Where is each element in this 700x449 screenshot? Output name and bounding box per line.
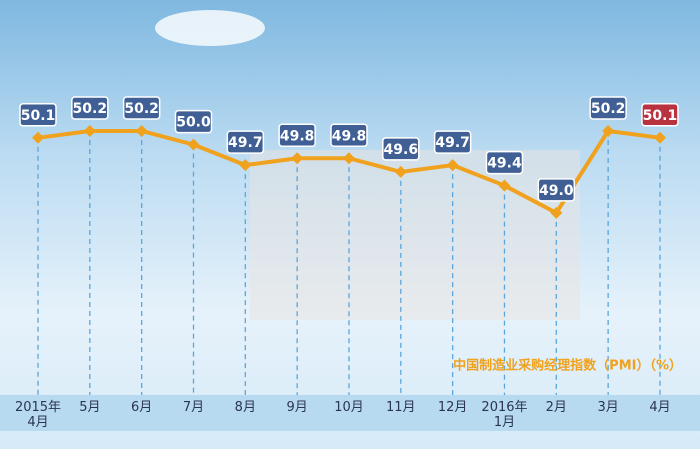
point <box>550 206 563 219</box>
value-label: 49.8 <box>332 128 367 144</box>
value-label-box <box>485 150 524 175</box>
point <box>135 124 148 137</box>
point <box>394 165 407 178</box>
point <box>446 159 459 172</box>
point <box>653 131 666 144</box>
point <box>239 159 252 172</box>
value-label: 50.2 <box>124 101 159 117</box>
x-tick-label: 5月 <box>79 400 101 415</box>
point <box>602 124 615 137</box>
x-tick-label: 4月 <box>649 400 671 415</box>
value-label-box <box>174 109 213 134</box>
point <box>187 138 200 151</box>
x-tick-label: 6月 <box>131 400 153 415</box>
point <box>32 131 44 144</box>
x-axis-band <box>0 395 700 431</box>
x-tick-label: 2016年 1月 <box>481 400 528 430</box>
value-label-box <box>71 96 109 120</box>
value-label: 49.4 <box>487 156 522 172</box>
value-label: 49.7 <box>435 135 470 151</box>
value-label: 50.1 <box>643 108 678 124</box>
x-tick-label: 7月 <box>182 400 205 415</box>
point <box>342 152 355 165</box>
value-label: 50.2 <box>73 101 108 117</box>
x-tick-label: 9月 <box>286 400 308 415</box>
value-label-box <box>330 123 368 148</box>
value-label-box <box>433 130 472 154</box>
legend-label: 中国制造业采购经理指数（PMI）（%） <box>453 358 682 374</box>
value-label-box <box>19 103 57 127</box>
value-label-box <box>226 130 265 154</box>
value-label: 50.1 <box>21 108 56 124</box>
value-label-box <box>122 96 161 120</box>
value-label: 50.2 <box>591 101 626 117</box>
value-label-box <box>537 178 576 202</box>
point <box>291 152 304 165</box>
x-tick-label: 11月 <box>386 400 416 415</box>
factory-illustration <box>250 150 580 320</box>
value-label: 50.0 <box>176 115 211 131</box>
x-tick-label: 12月 <box>437 400 468 415</box>
value-label-box <box>641 103 679 127</box>
x-tick-label: 8月 <box>234 400 256 415</box>
point <box>498 179 511 192</box>
value-label-box <box>589 96 627 120</box>
x-tick-label: 2月 <box>545 400 567 415</box>
value-label: 49.6 <box>384 142 419 158</box>
x-tick-label: 3月 <box>597 400 619 415</box>
value-label: 49.7 <box>228 135 263 151</box>
value-label-box <box>382 137 420 161</box>
value-label: 49.0 <box>539 183 574 199</box>
x-tick-label: 10月 <box>334 400 364 415</box>
point <box>83 124 96 137</box>
value-label-box <box>278 123 316 148</box>
value-label: 49.8 <box>280 128 315 144</box>
x-tick-label: 2015年 4月 <box>14 400 62 430</box>
cloud <box>155 10 265 46</box>
